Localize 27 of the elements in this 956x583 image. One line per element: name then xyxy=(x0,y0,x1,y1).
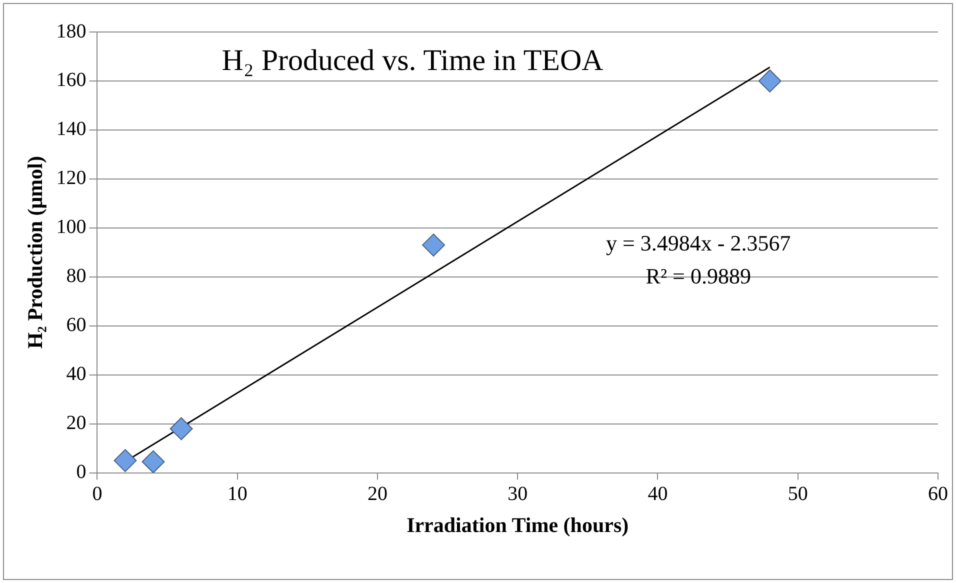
annotation: R² = 0.9889 xyxy=(646,264,751,289)
y-tick-label: 100 xyxy=(56,216,86,238)
x-tick-label: 60 xyxy=(928,483,948,506)
y-tick-label: 0 xyxy=(76,461,86,484)
y-tick-label: 140 xyxy=(56,118,86,140)
point xyxy=(170,417,193,440)
x-tick-label: 20 xyxy=(367,483,388,506)
point xyxy=(114,449,137,472)
x-tick-label: 0 xyxy=(92,483,102,506)
x-tick-label: 50 xyxy=(788,483,808,506)
point xyxy=(758,69,782,92)
y-tick-label: 160 xyxy=(56,69,86,92)
y-tick-label: 20 xyxy=(66,412,86,434)
x-axis-title: Irradiation Time (hours) xyxy=(406,512,629,537)
y-tick-label: 180 xyxy=(56,20,86,42)
chart-title: H₂ Produced vs. Time in TEOA xyxy=(222,44,604,77)
point xyxy=(422,234,446,257)
y-tick-label: 40 xyxy=(66,363,86,386)
x-tick-label: 40 xyxy=(648,483,668,506)
y-tick-label: 60 xyxy=(66,314,86,336)
annotation: y = 3.4984x - 2.3567 xyxy=(606,230,791,256)
y-tick-label: 80 xyxy=(66,265,86,288)
x-tick-label: 30 xyxy=(508,483,528,506)
y-axis-title: H₂ Production (μmol) xyxy=(23,156,48,349)
y-tick-label: 120 xyxy=(56,167,86,190)
x-tick-label: 10 xyxy=(227,483,248,506)
point xyxy=(142,450,165,473)
